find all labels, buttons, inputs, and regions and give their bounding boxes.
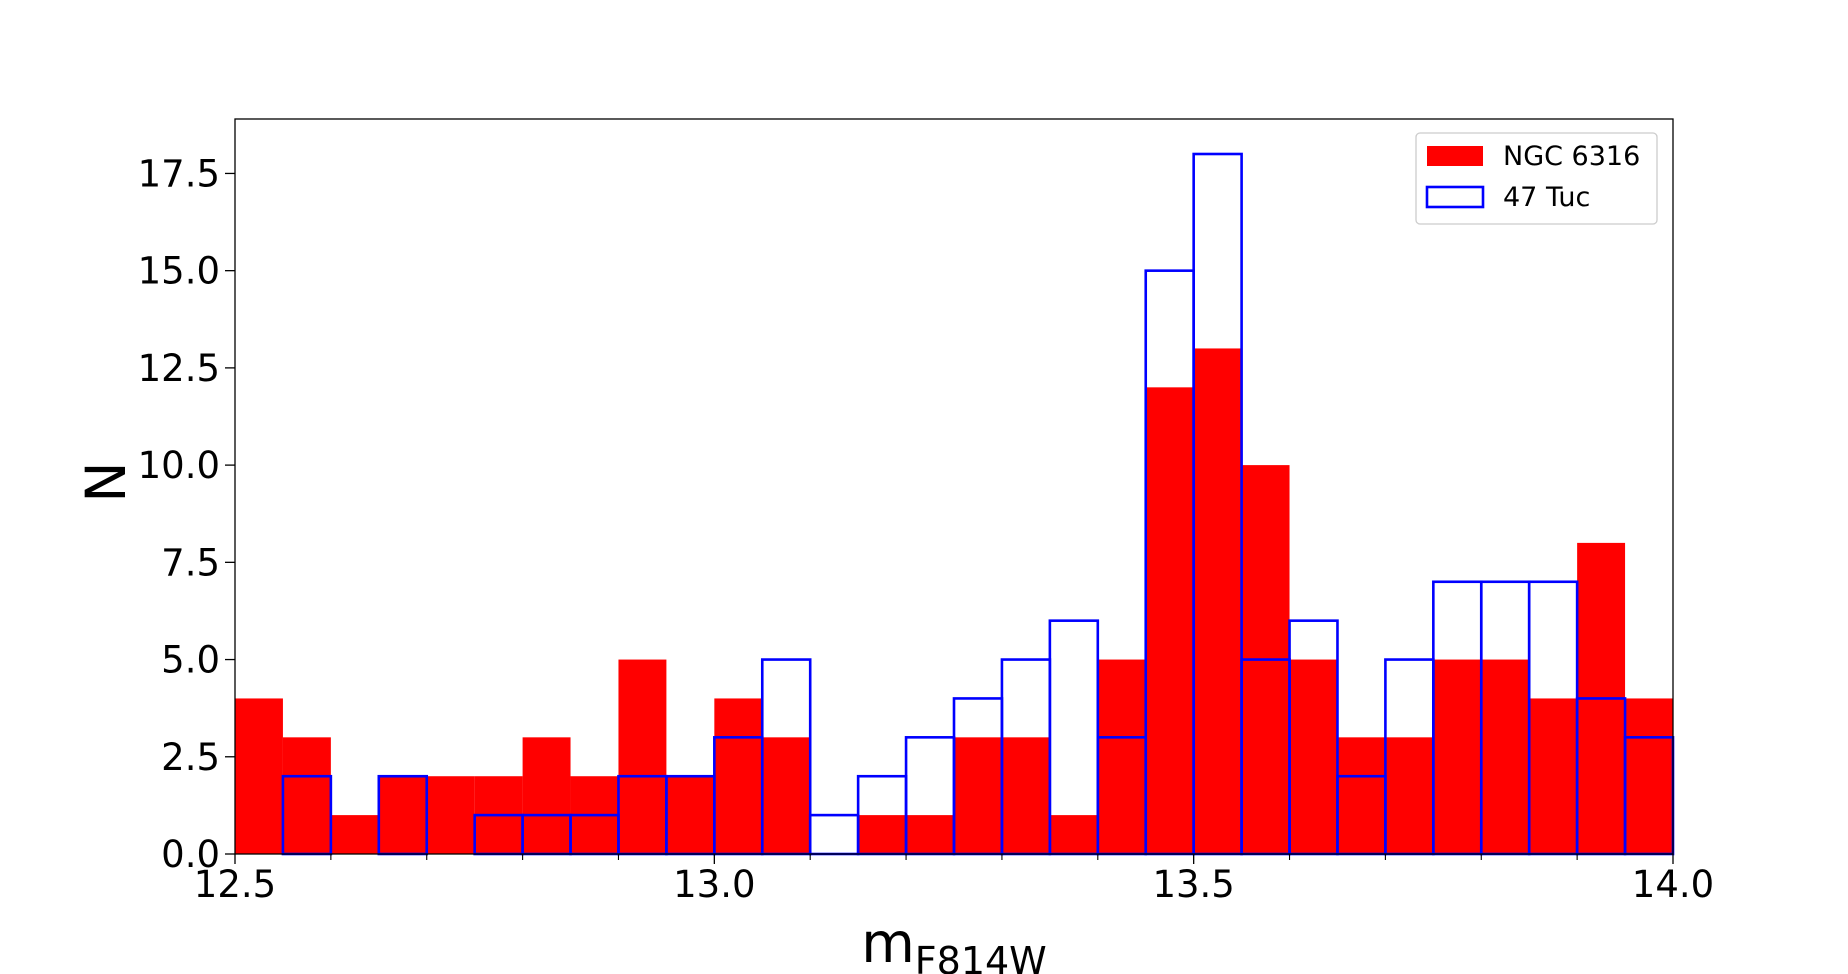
bar-ngc6316 [1529, 698, 1578, 854]
y-tick-label: 2.5 [161, 736, 220, 779]
x-tick-label: 14.0 [1632, 863, 1714, 906]
bar-ngc6316 [235, 698, 283, 854]
x-tick-label: 13.0 [673, 863, 755, 906]
bar-ngc6316 [906, 815, 954, 854]
bar-ngc6316 [1049, 815, 1098, 854]
bar-ngc6316 [762, 737, 811, 854]
bar-ngc6316 [282, 737, 331, 854]
ngc6316-bars [235, 348, 1673, 854]
y-tick-label: 15.0 [138, 250, 220, 293]
x-axis-title-subscript: F814W [915, 939, 1047, 974]
bar-ngc6316 [1193, 348, 1242, 854]
bar-ngc6316 [618, 659, 667, 854]
bar-ngc6316 [1385, 737, 1434, 854]
bar-ngc6316 [1001, 737, 1050, 854]
legend-label-ngc6316: NGC 6316 [1503, 141, 1640, 172]
bar-ngc6316 [378, 776, 427, 854]
bar-ngc6316 [1145, 387, 1194, 854]
bar-ngc6316 [426, 776, 475, 854]
bar-ngc6316 [330, 815, 379, 854]
bar-ngc6316 [954, 737, 1002, 854]
bar-ngc6316 [522, 737, 571, 854]
y-axis: 0.0 2.5 5.0 7.5 10.0 12.5 15.0 17.5 [138, 152, 235, 876]
legend-swatch-ngc6316 [1427, 146, 1483, 166]
bar-ngc6316 [1481, 659, 1530, 854]
bar-ngc6316 [1097, 659, 1146, 854]
x-tick-label: 12.5 [194, 863, 276, 906]
bar-ngc6316 [1433, 659, 1482, 854]
bar-ngc6316 [1625, 698, 1673, 854]
y-tick-label: 7.5 [161, 541, 220, 584]
y-tick-label: 10.0 [138, 444, 220, 487]
bar-ngc6316 [1289, 659, 1338, 854]
bar-ngc6316 [1337, 737, 1386, 854]
bar-ngc6316 [714, 698, 763, 854]
bar-ngc6316 [666, 776, 715, 854]
legend-swatch-47tuc [1425, 185, 1485, 209]
y-axis-title: N [74, 461, 138, 502]
legend-label-47tuc: 47 Tuc [1503, 182, 1590, 213]
x-axis-title: mF814W [861, 911, 1047, 974]
plot-frame [234, 118, 1674, 855]
bar-ngc6316 [858, 815, 907, 854]
y-tick-label: 5.0 [161, 639, 220, 682]
y-tick-label: 0.0 [161, 833, 220, 876]
x-axis: 12.5 13.0 13.5 14.0 [194, 854, 1714, 906]
x-axis-title-main: m [861, 911, 915, 974]
y-tick-label: 12.5 [138, 347, 220, 390]
legend: NGC 6316 47 Tuc [1415, 132, 1658, 225]
x-tick-label: 13.5 [1152, 863, 1234, 906]
y-tick-label: 17.5 [138, 152, 220, 195]
